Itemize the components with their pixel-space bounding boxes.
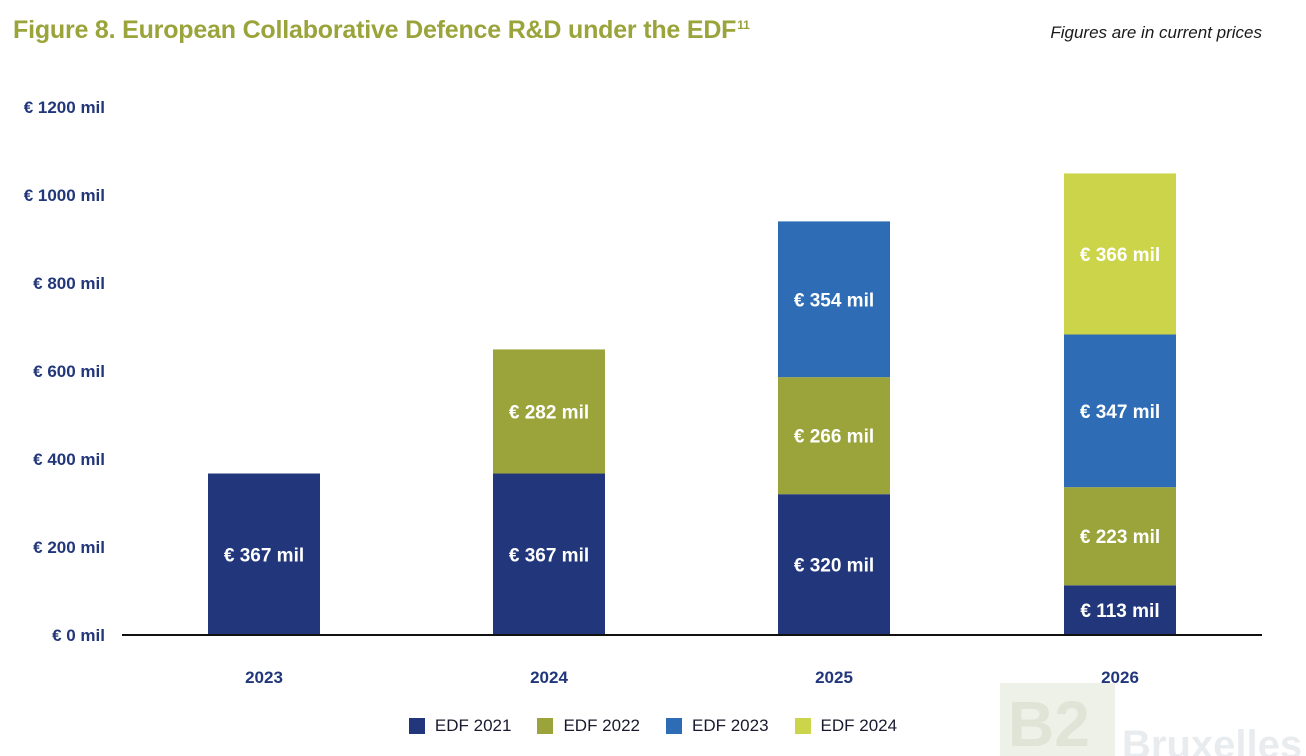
chart-legend: EDF 2021 EDF 2022 EDF 2023 EDF 2024 — [0, 716, 1306, 736]
x-tick-label: 2026 — [1101, 668, 1139, 687]
data-label: € 367 mil — [224, 545, 304, 566]
legend-item: EDF 2024 — [794, 716, 898, 736]
data-label: € 366 mil — [1080, 245, 1160, 266]
legend-swatch — [794, 718, 811, 734]
x-tick-label: 2024 — [530, 668, 568, 687]
legend-swatch — [666, 718, 682, 734]
legend-swatch — [537, 718, 554, 734]
y-tick-label: € 200 mil — [33, 538, 105, 557]
bar-segment — [208, 473, 320, 635]
data-label: € 223 mil — [1080, 527, 1160, 548]
stacked-bar-chart: € 0 mil € 200 mil € 400 mil € 600 mil € 800 … — [24, 98, 1262, 687]
bar-segment — [1064, 173, 1176, 335]
y-tick-label: € 1200 mil — [24, 98, 105, 117]
data-label: € 354 mil — [794, 290, 874, 311]
y-tick-label: € 0 mil — [52, 626, 105, 645]
legend-item: EDF 2023 — [666, 716, 769, 736]
data-label: € 320 mil — [794, 556, 874, 577]
y-tick-label: € 800 mil — [33, 274, 105, 293]
data-label: € 113 mil — [1080, 601, 1159, 622]
legend-item: EDF 2022 — [537, 716, 640, 736]
legend-label: EDF 2022 — [563, 716, 640, 735]
data-label: € 282 mil — [509, 402, 589, 423]
y-tick-label: € 400 mil — [33, 450, 105, 469]
watermark-logo: B2 Bruxelles — [1000, 683, 1306, 756]
y-tick-label: € 1000 mil — [24, 186, 105, 205]
bar-segment — [1064, 585, 1176, 635]
x-tick-label: 2023 — [245, 668, 283, 687]
data-label: € 367 mil — [509, 545, 589, 566]
bar-segment — [778, 377, 890, 495]
data-label: € 347 mil — [1080, 402, 1160, 423]
chart-title: Figure 8. European Collaborative Defence… — [13, 16, 750, 44]
bar-segment — [493, 473, 605, 635]
legend-swatch — [408, 718, 425, 734]
title-footnote-ref: 11 — [737, 18, 750, 32]
legend-item: EDF 2021 — [408, 716, 512, 736]
bar-segment — [778, 494, 890, 635]
data-label: € 266 mil — [794, 427, 874, 448]
legend-label: EDF 2024 — [820, 716, 898, 735]
legend-label: EDF 2021 — [434, 716, 512, 735]
x-tick-label: 2025 — [815, 668, 853, 687]
legend-label: EDF 2023 — [692, 716, 769, 735]
bar-segment — [1064, 487, 1176, 586]
bar-segment — [1064, 334, 1176, 488]
bar-segment — [778, 221, 890, 378]
y-tick-label: € 600 mil — [33, 362, 105, 381]
bar-segment — [493, 349, 605, 474]
prices-note: Figures are in current prices — [1050, 23, 1262, 42]
